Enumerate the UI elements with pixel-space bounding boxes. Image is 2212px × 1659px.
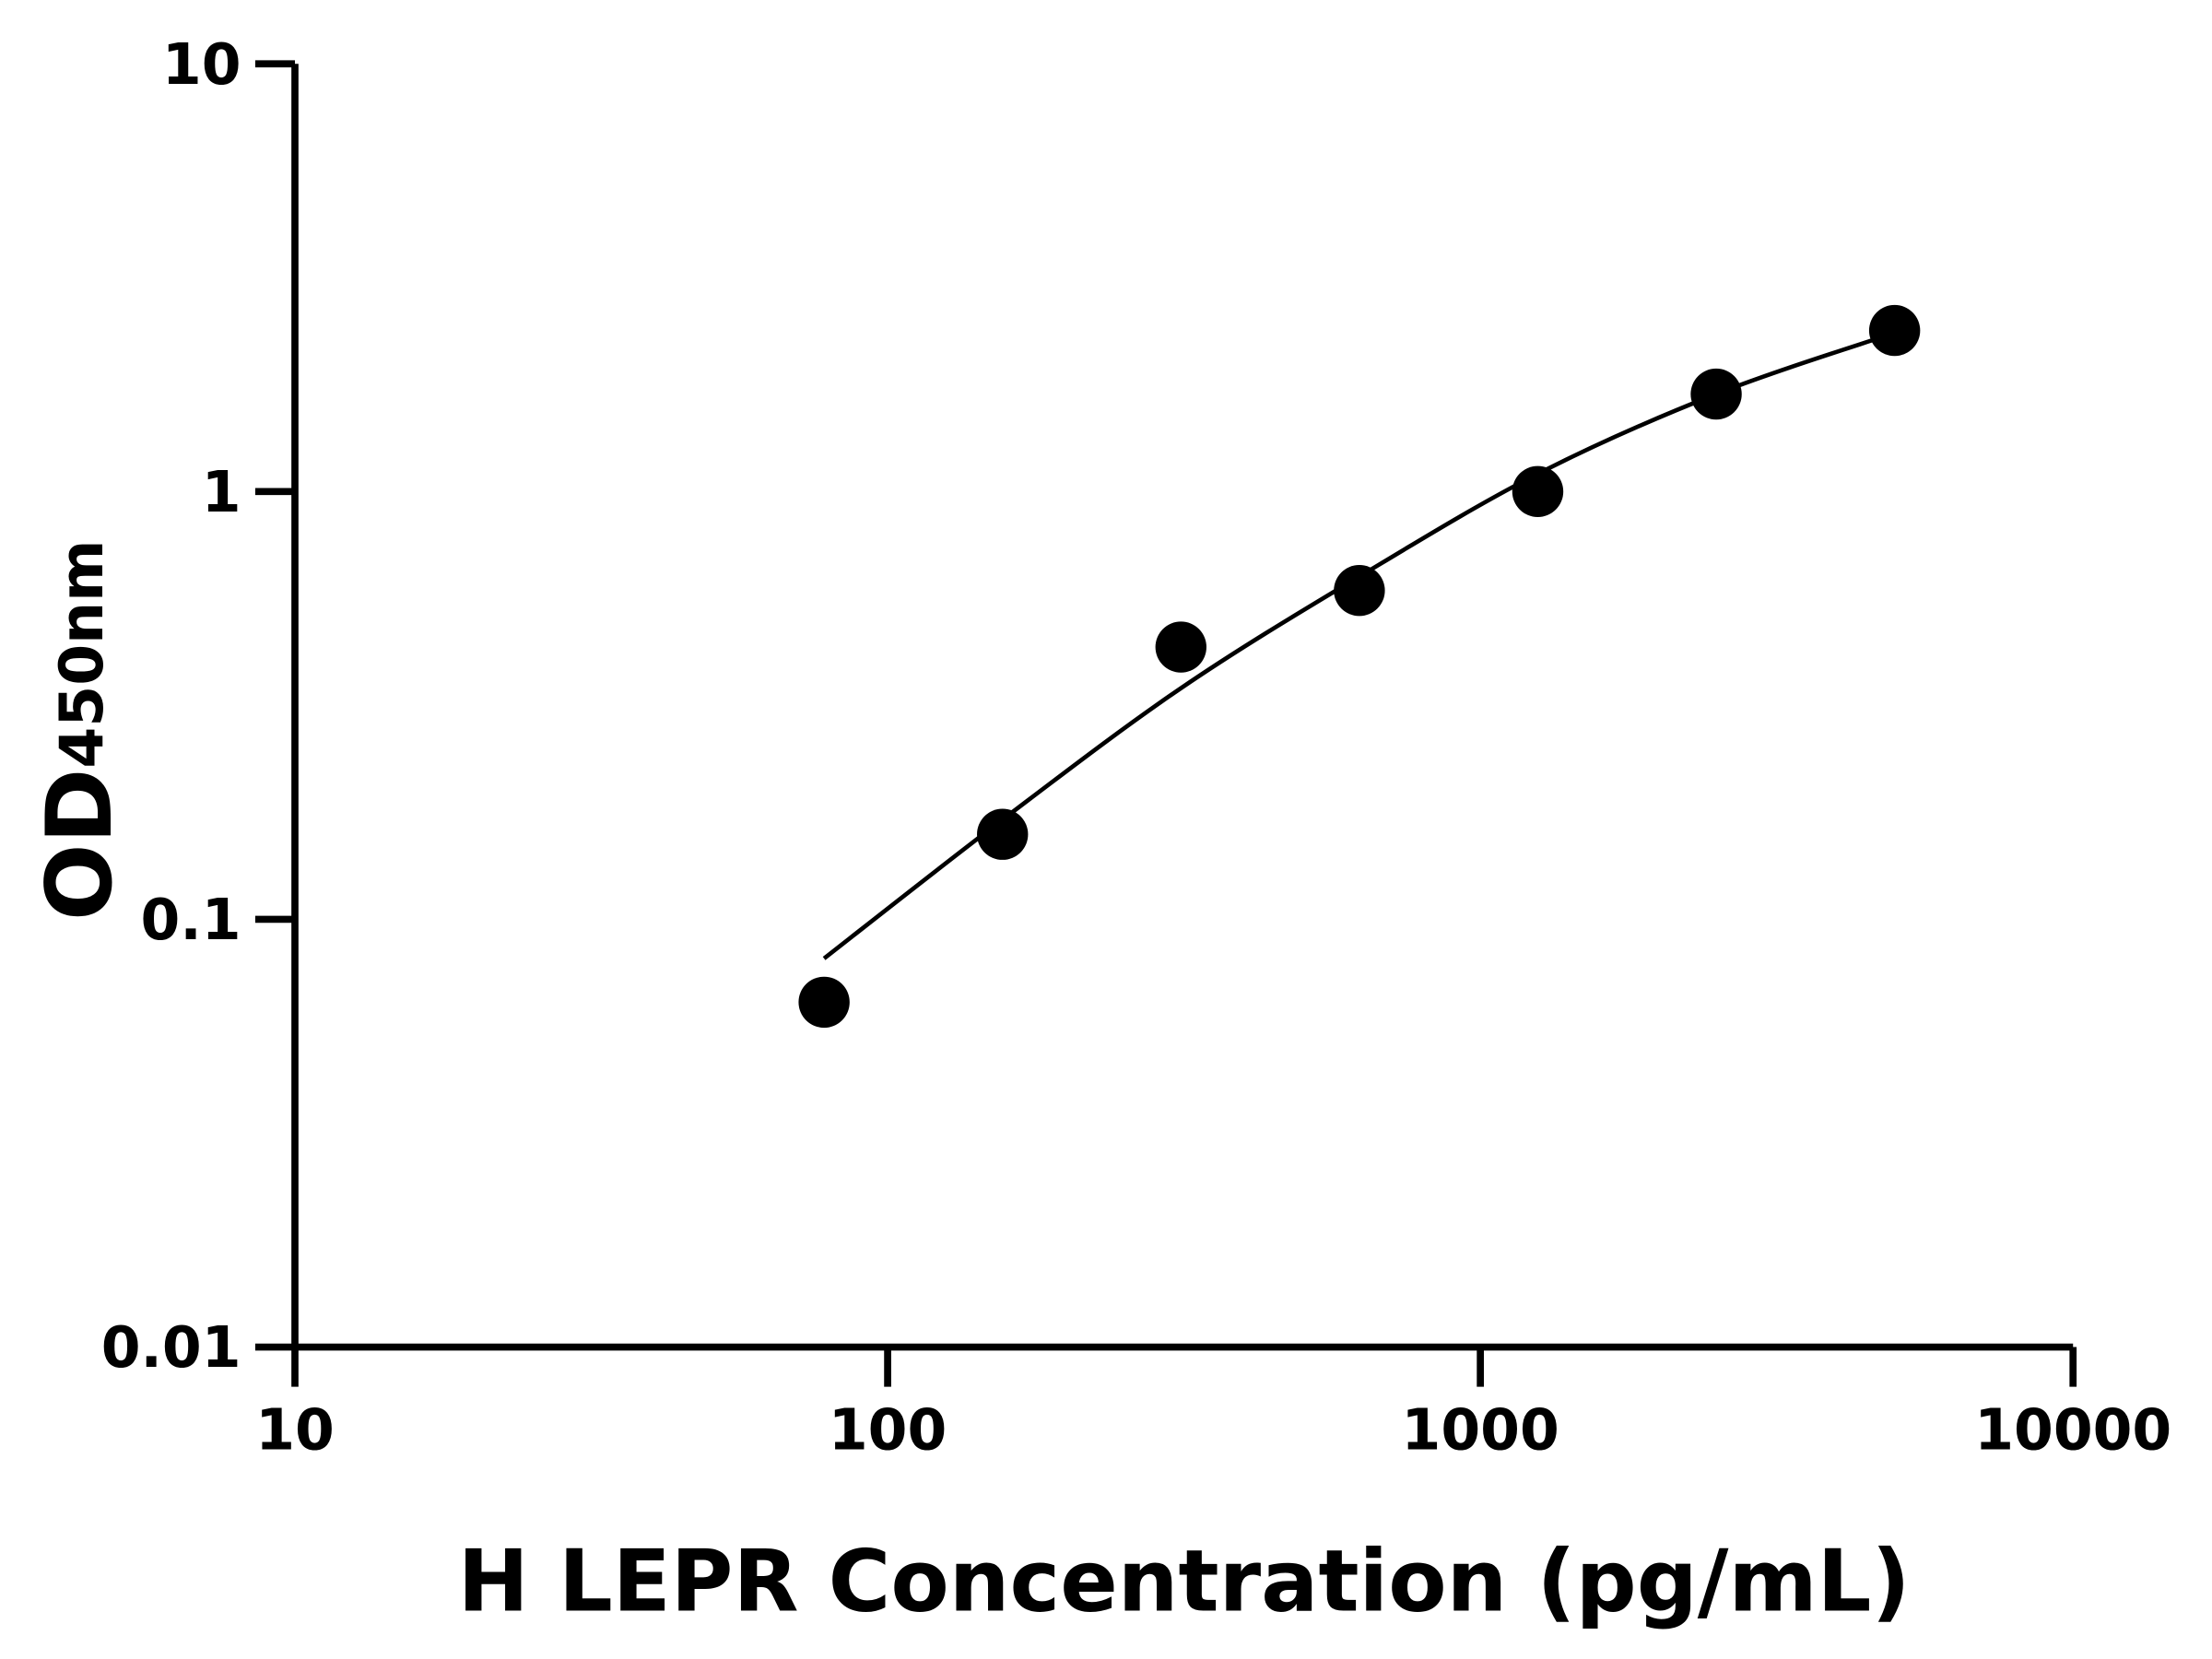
x-tick-label: 10000 [1974,1396,2171,1463]
y-tick-label: 10 [162,31,241,98]
data-point [1690,368,1742,420]
y-axis-label: OD450nm [28,540,133,922]
y-tick-label: 0.01 [101,1314,241,1381]
data-point [1868,304,1921,357]
y-axis-label-subscript: 450nm [48,540,117,769]
axes [291,64,2074,1351]
y-tick-label: 0.1 [141,887,241,953]
data-point [798,976,850,1029]
y-axis-label-main: OD [28,769,133,921]
data-point [1155,621,1206,673]
x-tick-label: 100 [829,1396,947,1463]
data-point [1334,565,1385,617]
data-point [1512,465,1564,518]
ticks: 10 100 1000 10000 0.01 0.1 1 10 [101,31,2171,1464]
x-tick-label: 1000 [1402,1396,1559,1463]
fit-curve [822,330,1896,960]
data-points [798,304,1921,1029]
x-axis-label: H LEPR Concentration (pg/mL) [458,1532,1911,1631]
data-point [977,808,1029,860]
y-tick-label: 1 [202,459,241,525]
x-tick-label: 10 [255,1396,335,1463]
